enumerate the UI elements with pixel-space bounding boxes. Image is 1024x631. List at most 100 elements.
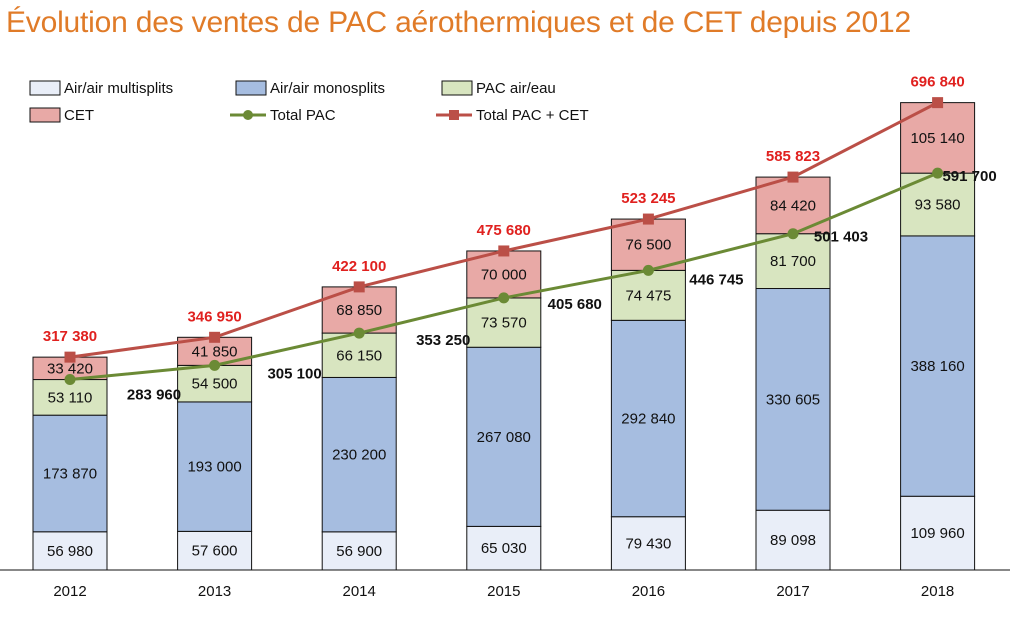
total-pac-label: 283 960 [127, 387, 181, 404]
line-marker-0 [209, 359, 221, 371]
line-labels: 317 380 346 950 422 100 475 680 523 245 585 8… [43, 74, 997, 404]
bar-segment-1-2013 [177, 401, 253, 532]
legend-item: PAC air/eau [441, 80, 556, 97]
bar-label: 74 475 [625, 287, 671, 304]
x-tick-label: 2014 [343, 583, 376, 600]
bar-label: 56 980 [47, 543, 93, 560]
bar-label: 173 870 [43, 465, 97, 482]
x-tick-label: 2012 [53, 583, 86, 600]
x-tick-label: 2013 [198, 583, 231, 600]
legend-swatch [29, 107, 61, 123]
line-marker-1 [932, 97, 944, 109]
x-tick-label: 2016 [632, 583, 665, 600]
bar-label: 65 030 [481, 540, 527, 557]
total-pac-cet-label: 317 380 [43, 328, 97, 345]
bar-label: 193 000 [187, 459, 241, 476]
chart-title: Évolution des ventes de PAC aérothermiqu… [6, 6, 911, 39]
bars: 56 980 173 870 53 110 33 420 57 600 193 000 54… [32, 102, 976, 571]
bar-label: 70 000 [481, 266, 527, 283]
legend-swatch [29, 80, 61, 96]
bar-label: 66 150 [336, 347, 382, 364]
total-pac-label: 353 250 [416, 332, 470, 349]
line-marker-1 [787, 171, 799, 183]
bar-label: 84 420 [770, 197, 816, 214]
total-pac-label: 305 100 [267, 365, 321, 382]
bar-segment-2-2013 [177, 364, 253, 403]
legend-marker [243, 110, 253, 120]
bar-segment-0-2018 [900, 495, 976, 571]
bar-segment-0-2015 [466, 525, 542, 571]
bar-label: 93 580 [915, 197, 961, 214]
legend-label: CET [64, 107, 94, 124]
bar-label: 230 200 [332, 447, 386, 464]
legend-label: Total PAC [270, 107, 336, 124]
x-tick-label: 2015 [487, 583, 520, 600]
line-marker-0 [787, 228, 799, 240]
bar-label: 267 080 [477, 429, 531, 446]
total-pac-label: 501 403 [814, 229, 868, 246]
total-pac-label: 405 680 [548, 296, 602, 313]
line-marker-1 [209, 331, 221, 343]
line-marker-1 [642, 213, 654, 225]
bar-segment-1-2015 [466, 346, 542, 527]
bar-label: 81 700 [770, 253, 816, 270]
bar-segment-2-2014 [321, 332, 397, 378]
bar-label: 89 098 [770, 532, 816, 549]
legend-item: Total PAC + CET [436, 107, 589, 124]
bar-label: 54 500 [192, 376, 238, 393]
bar-label: 68 850 [336, 302, 382, 319]
x-axis: 2012 2013 2014 2015 2016 2017 2018 [0, 569, 1010, 600]
bar-segment-1-2017 [755, 288, 831, 511]
bar-label: 109 960 [910, 525, 964, 542]
bar-segment-2-2016 [610, 269, 686, 321]
bar-segment-2-2015 [466, 297, 542, 348]
legend-label: Air/air multisplits [64, 80, 173, 97]
legend-marker [449, 110, 459, 120]
bar-segment-0-2014 [321, 531, 397, 571]
line-marker-0 [353, 327, 365, 339]
bar-segment-1-2012 [32, 414, 108, 533]
line-marker-0 [64, 374, 76, 386]
total-pac-label: 591 700 [942, 168, 996, 185]
line-marker-1 [498, 245, 510, 257]
bar-segment-1-2014 [321, 376, 397, 533]
bar-label: 292 840 [621, 411, 675, 428]
bar-segment-1-2016 [610, 319, 686, 518]
lines [64, 97, 944, 386]
legend-label: Total PAC + CET [476, 107, 589, 124]
bar-label: 73 570 [481, 315, 527, 332]
bar-label: 33 420 [47, 360, 93, 377]
line-marker-1 [353, 281, 365, 293]
legend-item: Air/air multisplits [29, 80, 173, 97]
legend-item: Air/air monosplits [235, 80, 385, 97]
bar-label: 388 160 [910, 358, 964, 375]
bar-label: 76 500 [625, 237, 671, 254]
legend-swatch [235, 80, 267, 96]
x-tick-label: 2018 [921, 583, 954, 600]
bar-segment-1-2018 [900, 235, 976, 497]
total-pac-cet-label: 475 680 [477, 222, 531, 239]
total-pac-label: 446 745 [689, 271, 743, 288]
line-marker-0 [932, 167, 944, 179]
bar-label: 41 850 [192, 343, 238, 360]
total-pac-cet-label: 422 100 [332, 258, 386, 275]
legend-item: CET [29, 107, 94, 124]
line-marker-0 [498, 292, 510, 304]
bar-label: 79 430 [625, 535, 671, 552]
bar-segment-0-2012 [32, 531, 108, 571]
legend-label: Air/air monosplits [270, 80, 385, 97]
bar-label: 56 900 [336, 543, 382, 560]
total-pac-cet-label: 346 950 [187, 308, 241, 325]
legend-item: Total PAC [230, 107, 336, 124]
legend-swatch [441, 80, 473, 96]
x-tick-label: 2017 [776, 583, 809, 600]
line-marker-0 [642, 264, 654, 276]
bar-segment-0-2013 [177, 530, 253, 571]
total-pac-cet-label: 523 245 [621, 190, 675, 207]
bar-label: 105 140 [910, 130, 964, 147]
line-marker-1 [64, 351, 76, 363]
legend: Air/air multisplits Air/air monosplits PAC… [29, 80, 589, 124]
legend-label: PAC air/eau [476, 80, 556, 97]
bar-segment-0-2016 [610, 516, 686, 571]
